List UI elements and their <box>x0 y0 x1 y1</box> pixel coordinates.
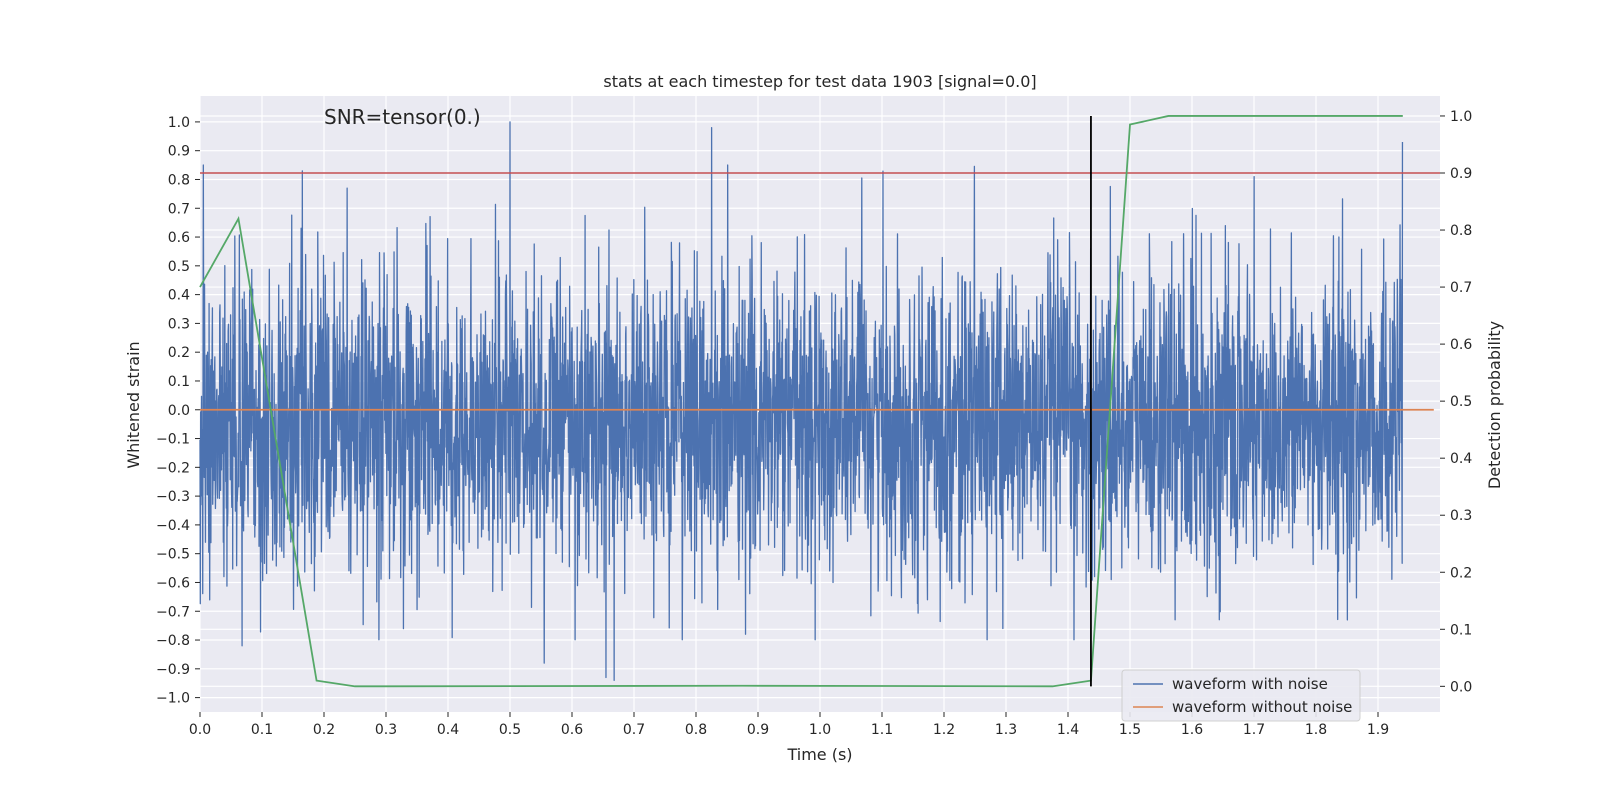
ticks: 0.0 0.1 0.2 0.3 0.4 0.5 0.6 0.7 0.8 0.9 1.0 1.1 1.2 1… <box>156 109 1472 738</box>
chart-title: stats at each timestep for test data 190… <box>603 72 1036 91</box>
y2-tick-label: 0.4 <box>1450 451 1472 467</box>
x-tick-label: 0.0 <box>189 722 211 738</box>
x-tick-label: 1.8 <box>1305 722 1327 738</box>
x-tick-label: 0.5 <box>499 722 521 738</box>
x-tick-label: 0.7 <box>623 722 645 738</box>
y-tick-label: −0.8 <box>156 633 190 649</box>
x-tick-label: 0.9 <box>747 722 769 738</box>
x-tick-label: 1.2 <box>933 722 955 738</box>
x-tick-label: 1.7 <box>1243 722 1265 738</box>
y-tick-label: 0.7 <box>168 201 190 217</box>
y-tick-label: −0.5 <box>156 547 190 563</box>
x-tick-label: 1.0 <box>809 722 831 738</box>
y-tick-label: 0.4 <box>168 288 190 304</box>
series-layer <box>199 115 1440 688</box>
y-tick-label: 0.3 <box>168 316 190 332</box>
legend: waveform with noise waveform without noi… <box>1121 669 1361 722</box>
y-tick-label: −1.0 <box>156 691 190 707</box>
y-tick-label: −0.2 <box>156 460 190 476</box>
legend-label-noise: waveform with noise <box>1172 675 1328 693</box>
x-tick-label: 1.4 <box>1057 722 1079 738</box>
x-tick-label: 1.1 <box>871 722 893 738</box>
y2-tick-label: 0.2 <box>1450 565 1472 581</box>
y-tick-label: −0.9 <box>156 662 190 678</box>
y-tick-label: 0.6 <box>168 230 190 246</box>
x-tick-label: 1.6 <box>1181 722 1203 738</box>
y-tick-label: 0.0 <box>168 403 190 419</box>
y-tick-label: 1.0 <box>168 115 190 131</box>
y2-tick-label: 0.5 <box>1450 394 1472 410</box>
legend-box <box>1121 669 1361 722</box>
y-tick-label: −0.7 <box>156 604 190 620</box>
y2-tick-label: 0.7 <box>1450 280 1472 296</box>
x-tick-label: 0.3 <box>375 722 397 738</box>
y-tick-label: −0.1 <box>156 432 190 448</box>
y-axis-label: Whitened strain <box>124 341 143 468</box>
y2-tick-label: 0.0 <box>1450 679 1472 695</box>
y2-tick-label: 1.0 <box>1450 109 1472 125</box>
x-tick-label: 1.5 <box>1119 722 1141 738</box>
x-tick-label: 0.4 <box>437 722 459 738</box>
y2-tick-label: 0.8 <box>1450 223 1472 239</box>
x-axis-label: Time (s) <box>786 745 852 764</box>
y2-tick-label: 0.3 <box>1450 508 1472 524</box>
y2-axis-label: Detection probability <box>1485 321 1504 489</box>
y-tick-label: 0.9 <box>168 144 190 160</box>
series-detection-probability <box>199 115 1403 688</box>
y2-tick-label: 0.6 <box>1450 337 1472 353</box>
y-tick-label: −0.6 <box>156 575 190 591</box>
series-waveform-with-noise <box>199 121 1404 681</box>
y-tick-label: 0.1 <box>168 374 190 390</box>
y2-tick-label: 0.9 <box>1450 166 1472 182</box>
y-tick-label: −0.3 <box>156 489 190 505</box>
x-tick-label: 1.3 <box>995 722 1017 738</box>
y2-tick-label: 0.1 <box>1450 622 1472 638</box>
x-tick-label: 1.9 <box>1367 722 1389 738</box>
y-tick-label: −0.4 <box>156 518 190 534</box>
legend-label-clean: waveform without noise <box>1172 698 1352 716</box>
x-tick-label: 0.6 <box>561 722 583 738</box>
x-tick-label: 0.8 <box>685 722 707 738</box>
y-tick-label: 0.2 <box>168 345 190 361</box>
x-tick-label: 0.2 <box>313 722 335 738</box>
y-tick-label: 0.8 <box>168 172 190 188</box>
snr-annotation: SNR=tensor(0.) <box>324 105 481 129</box>
x-tick-label: 0.1 <box>251 722 273 738</box>
y-tick-label: 0.5 <box>168 259 190 275</box>
